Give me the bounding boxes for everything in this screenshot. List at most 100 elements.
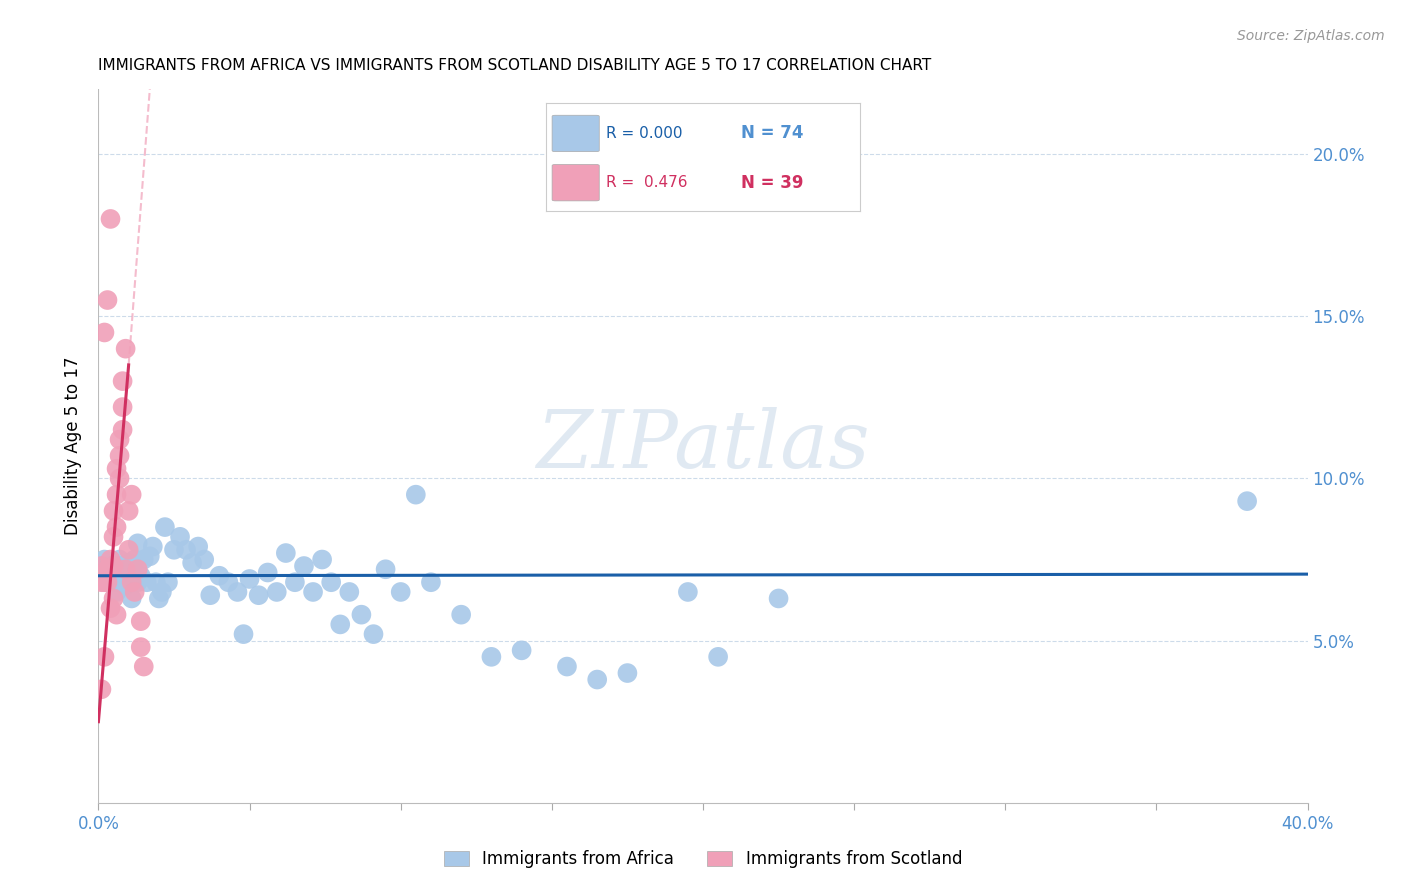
Point [274,546,297,560]
Point [127,575,149,590]
Point [114,578,136,592]
Point [93,326,115,340]
Point [311,552,333,566]
Point [321,575,343,590]
Point [105,568,128,582]
Point [96,562,118,576]
Point [114,342,136,356]
Y-axis label: Disability Age 5 to 17: Disability Age 5 to 17 [65,357,83,535]
Text: ZIPatlas: ZIPatlas [536,408,870,484]
Text: IMMIGRANTS FROM AFRICA VS IMMIGRANTS FROM SCOTLAND DISABILITY AGE 5 TO 17 CORREL: IMMIGRANTS FROM AFRICA VS IMMIGRANTS FRO… [98,58,932,73]
Point [187,540,209,554]
Text: Source: ZipAtlas.com: Source: ZipAtlas.com [1237,29,1385,43]
Point [232,627,254,641]
Point [108,559,131,574]
Point [193,552,215,566]
Point [96,575,118,590]
Point [139,549,162,564]
Point [105,488,128,502]
Point [111,559,134,574]
Point [247,588,270,602]
Point [169,530,191,544]
Point [284,575,307,590]
Point [90,575,112,590]
Point [129,568,152,582]
Point [111,374,134,388]
Point [256,566,278,580]
Point [90,682,112,697]
Point [108,449,131,463]
Point [389,585,412,599]
Point [555,659,578,673]
Point [118,568,141,582]
Point [226,585,249,599]
Point [208,568,231,582]
Point [103,530,125,544]
Point [174,542,197,557]
Point [239,572,262,586]
Point [302,585,325,599]
Point [100,211,122,226]
Point [111,423,134,437]
Point [100,601,122,615]
Point [105,585,128,599]
Point [103,575,125,590]
Point [132,552,155,566]
Point [129,614,152,628]
Point [124,552,146,566]
Point [100,568,122,582]
Point [103,591,125,606]
Point [616,666,638,681]
Point [111,568,134,582]
Point [118,504,141,518]
Point [135,575,157,590]
Point [148,591,170,606]
Point [96,293,118,307]
Point [707,649,730,664]
Point [266,585,288,599]
Point [481,649,503,664]
Point [510,643,533,657]
Point [124,585,146,599]
Point [93,568,115,582]
Point [100,559,122,574]
Point [163,542,186,557]
Point [103,562,125,576]
Point [200,588,222,602]
Point [132,659,155,673]
Point [108,471,131,485]
Point [100,562,122,576]
Point [118,542,141,557]
Point [96,575,118,590]
Point [96,562,118,576]
Point [405,488,427,502]
Point [150,585,173,599]
Point [103,504,125,518]
Point [108,433,131,447]
Point [90,559,112,574]
Point [93,552,115,566]
Point [127,562,149,576]
Point [93,568,115,582]
Point [363,627,385,641]
Point [127,536,149,550]
Point [121,562,143,576]
Point [329,617,352,632]
Point [121,575,143,590]
Legend: Immigrants from Africa, Immigrants from Scotland: Immigrants from Africa, Immigrants from … [437,844,969,875]
Point [153,520,176,534]
Point [145,575,167,590]
Point [676,585,699,599]
Point [121,488,143,502]
Point [114,562,136,576]
Point [129,640,152,654]
Point [105,461,128,475]
Point [90,559,112,574]
Point [181,556,204,570]
Point [121,591,143,606]
Point [93,649,115,664]
Point [450,607,472,622]
Point [420,575,443,590]
Point [337,585,360,599]
Point [217,575,239,590]
